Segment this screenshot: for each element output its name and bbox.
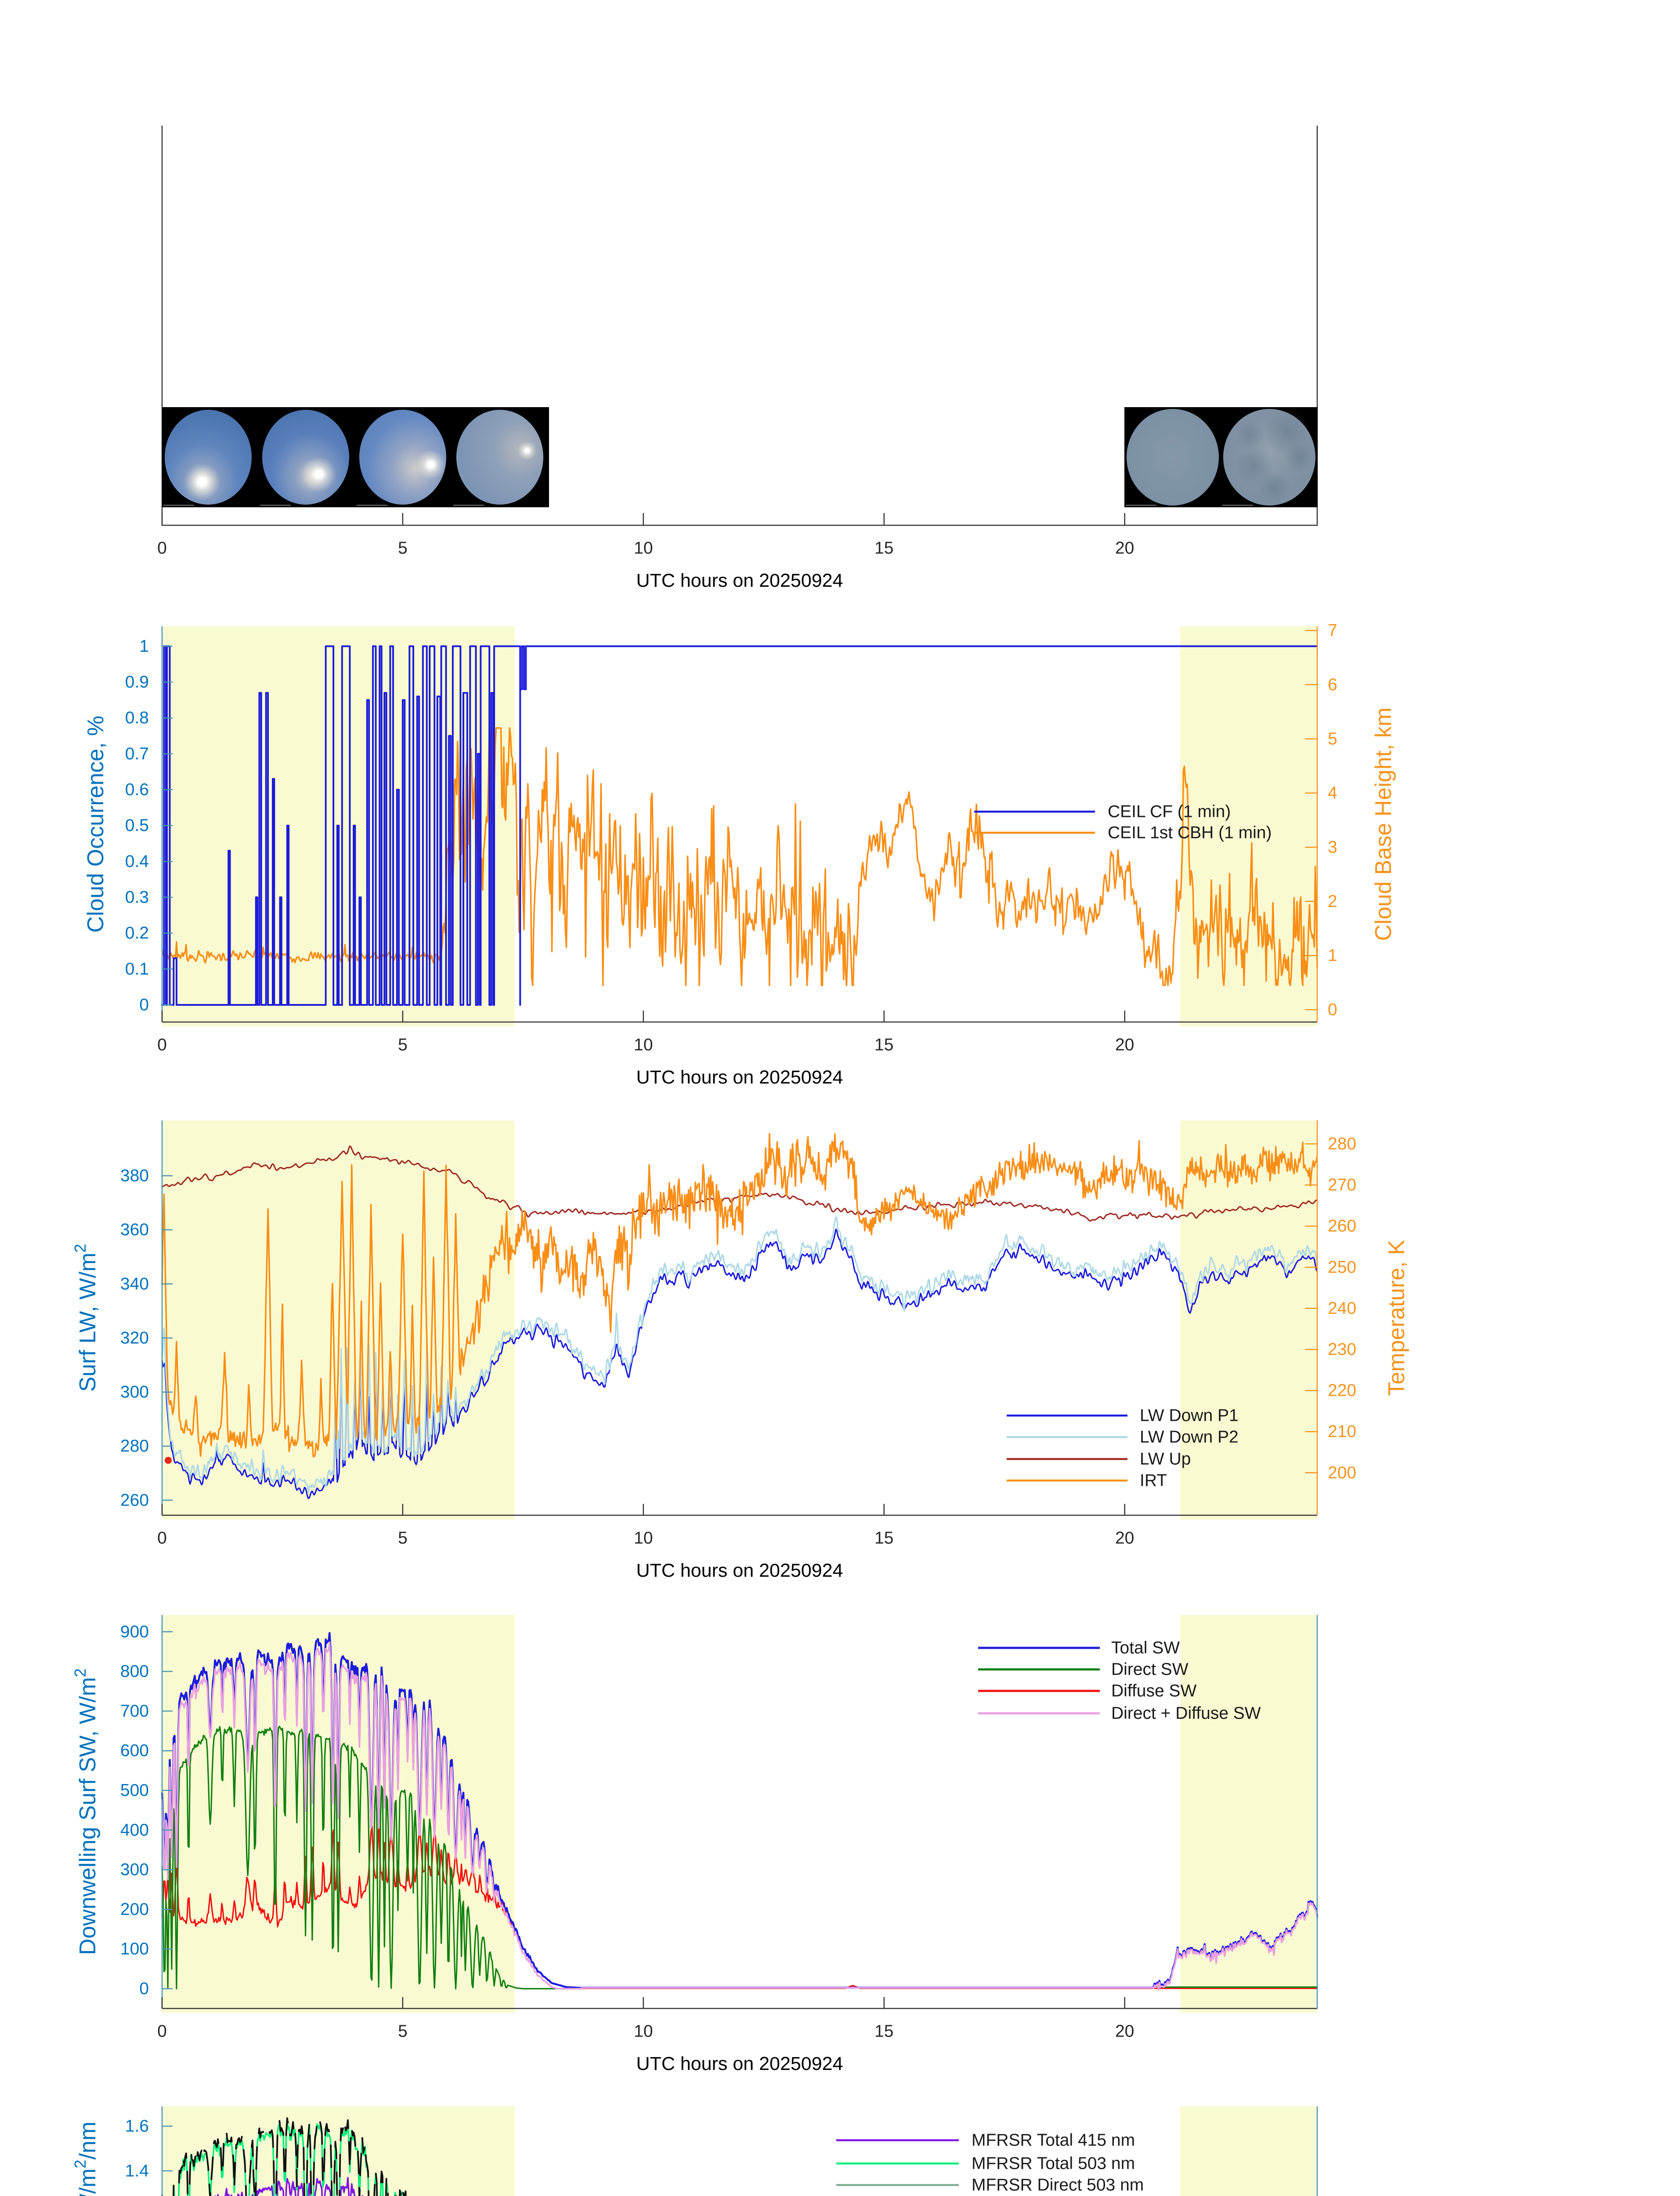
svg-text:15: 15 [874, 539, 893, 558]
svg-text:Total SW: Total SW [1111, 1639, 1180, 1658]
svg-text:10: 10 [634, 1036, 653, 1055]
svg-text:320: 320 [120, 1329, 149, 1347]
svg-text:340: 340 [120, 1275, 149, 1293]
svg-text:0: 0 [139, 1979, 149, 1998]
svg-text:4: 4 [1328, 784, 1337, 802]
svg-text:15: 15 [874, 1529, 893, 1548]
svg-text:1: 1 [1328, 946, 1337, 965]
svg-text:0.2: 0.2 [125, 924, 149, 943]
svg-text:Cloud Occurrence, %: Cloud Occurrence, % [83, 715, 108, 932]
svg-text:100: 100 [120, 1940, 149, 1958]
svg-text:Direct + Diffuse SW: Direct + Diffuse SW [1111, 1704, 1261, 1723]
svg-text:300: 300 [120, 1383, 149, 1401]
svg-text:UTC hours on 20250924: UTC hours on 20250924 [636, 1560, 843, 1581]
svg-text:700: 700 [120, 1701, 149, 1720]
svg-text:380: 380 [120, 1167, 149, 1185]
svg-text:300: 300 [120, 1860, 149, 1879]
svg-text:MFRSR Total 415 nm: MFRSR Total 415 nm [972, 2131, 1135, 2150]
svg-text:UTC hours on 20250924: UTC hours on 20250924 [636, 2053, 843, 2074]
svg-text:0.3: 0.3 [125, 888, 149, 907]
svg-text:900: 900 [120, 1622, 149, 1641]
svg-text:Downwelling Narrowband, W/m2/n: Downwelling Narrowband, W/m2/nm [71, 2121, 101, 2196]
svg-text:LW Down P1: LW Down P1 [1140, 1406, 1239, 1425]
svg-text:MFRSR Total 503 nm: MFRSR Total 503 nm [972, 2154, 1135, 2173]
svg-text:0: 0 [1328, 1000, 1337, 1019]
svg-text:0: 0 [157, 539, 167, 558]
svg-text:Diffuse SW: Diffuse SW [1111, 1682, 1197, 1701]
svg-text:2: 2 [1328, 892, 1337, 911]
svg-text:0.5: 0.5 [125, 816, 149, 835]
svg-text:CEIL 1st CBH (1 min): CEIL 1st CBH (1 min) [1108, 824, 1272, 842]
svg-text:20: 20 [1115, 1036, 1134, 1055]
svg-text:UTC hours on 20250924: UTC hours on 20250924 [636, 1067, 843, 1088]
svg-text:1: 1 [139, 637, 149, 656]
svg-text:7: 7 [1328, 621, 1337, 640]
svg-text:200: 200 [1328, 1463, 1356, 1482]
svg-text:3: 3 [1328, 838, 1337, 856]
svg-text:15: 15 [874, 1036, 893, 1055]
svg-text:360: 360 [120, 1221, 149, 1239]
svg-text:5: 5 [1328, 730, 1337, 748]
svg-text:0.9: 0.9 [125, 673, 149, 692]
svg-text:500: 500 [120, 1781, 149, 1800]
svg-text:LW Up: LW Up [1140, 1450, 1191, 1469]
svg-text:Surf LW, W/m2: Surf LW, W/m2 [71, 1244, 101, 1392]
svg-text:280: 280 [1328, 1134, 1356, 1153]
svg-text:5: 5 [398, 2022, 408, 2041]
svg-text:200: 200 [120, 1900, 149, 1919]
svg-text:0.1: 0.1 [125, 960, 149, 979]
svg-text:5: 5 [398, 1036, 408, 1055]
svg-text:0.4: 0.4 [125, 852, 149, 871]
svg-text:Direct SW: Direct SW [1111, 1660, 1189, 1679]
svg-text:CEIL CF (1 min): CEIL CF (1 min) [1108, 802, 1231, 821]
svg-text:0: 0 [157, 1036, 167, 1055]
svg-text:0.6: 0.6 [125, 780, 149, 799]
svg-text:15: 15 [874, 2022, 893, 2041]
svg-text:260: 260 [1328, 1217, 1356, 1235]
svg-text:0.7: 0.7 [125, 744, 149, 763]
svg-text:LW Down P2: LW Down P2 [1140, 1428, 1239, 1447]
svg-text:250: 250 [1328, 1258, 1356, 1277]
svg-text:20: 20 [1115, 539, 1134, 558]
svg-text:6: 6 [1328, 675, 1337, 694]
svg-text:5: 5 [398, 1529, 408, 1548]
svg-text:1.4: 1.4 [125, 2161, 149, 2180]
svg-text:0: 0 [157, 2022, 167, 2041]
svg-text:0.8: 0.8 [125, 708, 149, 727]
svg-text:230: 230 [1328, 1340, 1356, 1359]
svg-text:260: 260 [120, 1491, 149, 1510]
svg-text:220: 220 [1328, 1381, 1356, 1400]
svg-text:0: 0 [157, 1529, 167, 1548]
svg-text:UTC hours on 20250924: UTC hours on 20250924 [636, 570, 843, 591]
svg-text:Temperature, K: Temperature, K [1384, 1239, 1409, 1396]
svg-text:20: 20 [1115, 2022, 1134, 2041]
svg-text:240: 240 [1328, 1299, 1356, 1318]
svg-text:20: 20 [1115, 1529, 1134, 1548]
svg-text:Cloud Base Height, km: Cloud Base Height, km [1371, 708, 1396, 941]
svg-text:600: 600 [120, 1741, 149, 1760]
svg-text:10: 10 [634, 2022, 653, 2041]
svg-text:210: 210 [1328, 1422, 1356, 1441]
svg-text:800: 800 [120, 1662, 149, 1681]
svg-text:270: 270 [1328, 1176, 1356, 1195]
svg-text:400: 400 [120, 1820, 149, 1839]
svg-text:280: 280 [120, 1437, 149, 1456]
svg-text:MFRSR Direct 503 nm: MFRSR Direct 503 nm [972, 2176, 1144, 2195]
svg-text:10: 10 [634, 539, 653, 558]
svg-text:1.6: 1.6 [125, 2117, 149, 2136]
svg-text:0: 0 [139, 996, 149, 1015]
svg-text:IRT: IRT [1140, 1471, 1167, 1490]
svg-text:10: 10 [634, 1529, 653, 1548]
svg-text:5: 5 [398, 539, 408, 558]
svg-text:Downwelling Surf SW, W/m2: Downwelling Surf SW, W/m2 [71, 1669, 101, 1955]
